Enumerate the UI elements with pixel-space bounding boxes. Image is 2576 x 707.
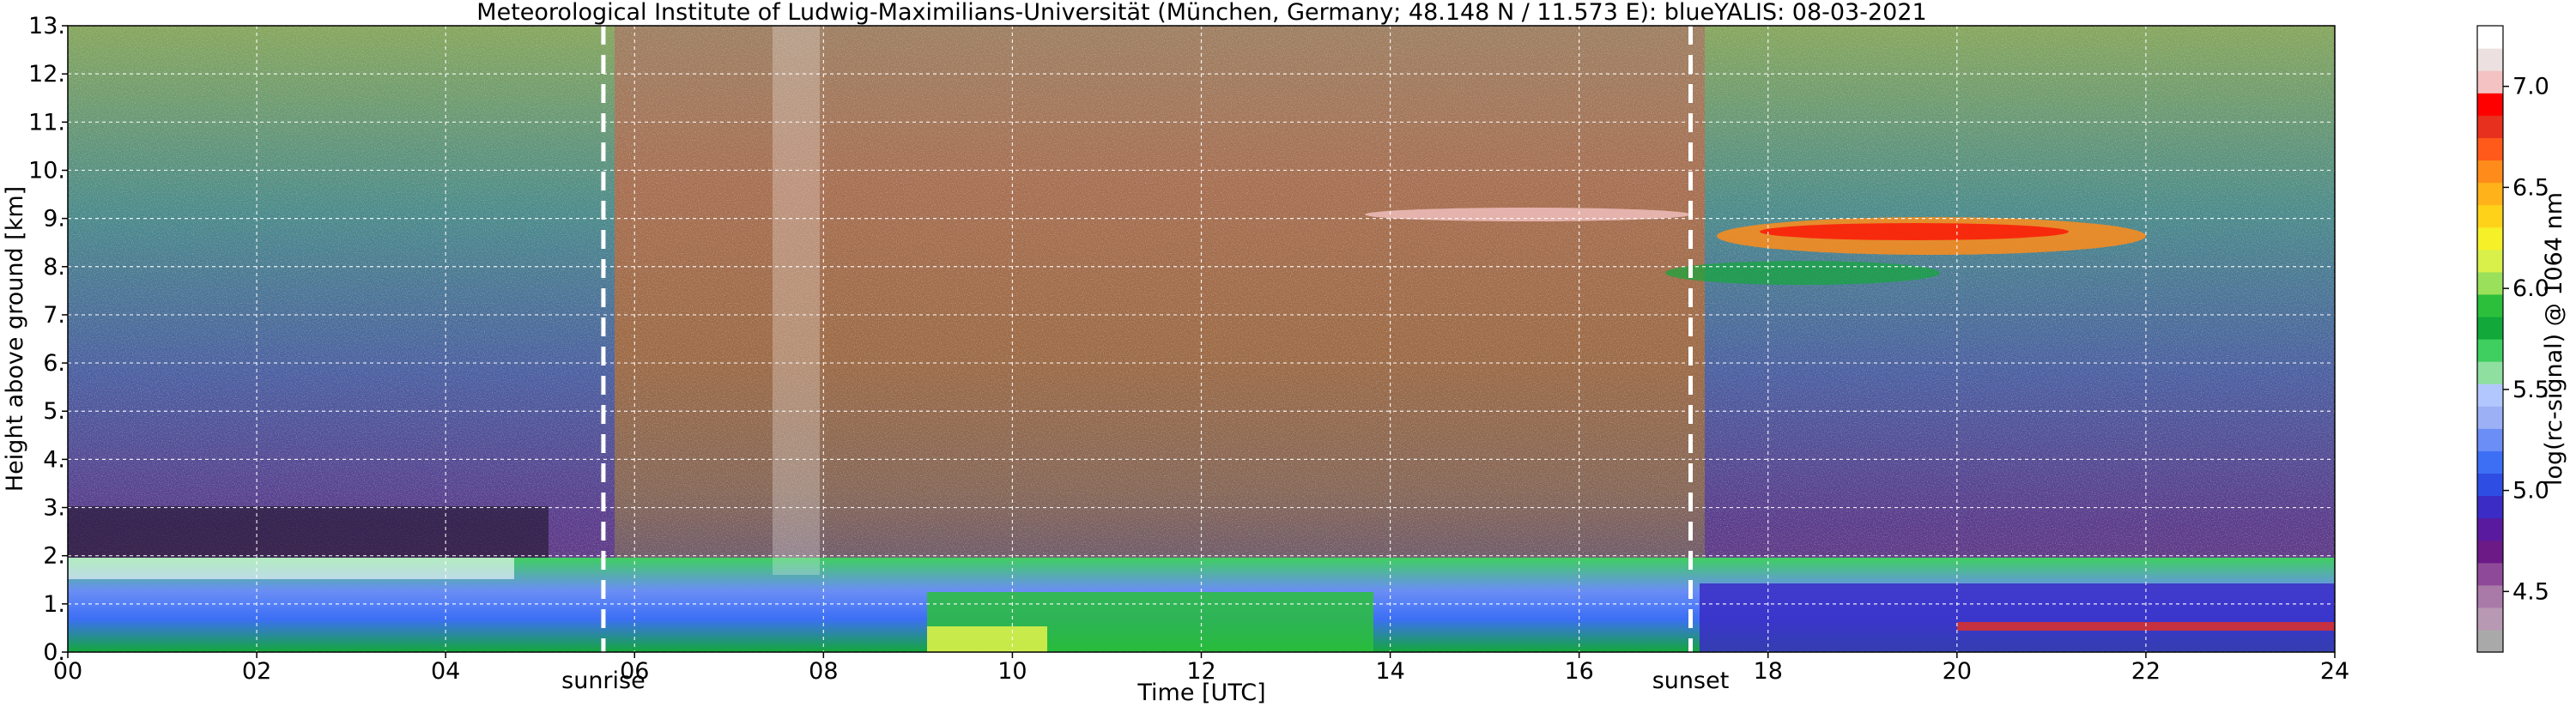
chart-title: Meteorological Institute of Ludwig-Maxim… — [476, 0, 1926, 26]
colorbar-segment — [2477, 584, 2503, 608]
y-tick-label: 8. — [43, 254, 65, 281]
x-tick-label: 06 — [620, 658, 649, 685]
colorbar-segment — [2477, 48, 2503, 71]
x-tick-label: 24 — [2320, 658, 2349, 685]
colorbar-frame — [2476, 25, 2504, 653]
colorbar-segment — [2477, 160, 2503, 184]
x-tick-label: 02 — [242, 658, 271, 685]
colorbar-segment — [2477, 562, 2503, 586]
plot-area — [68, 26, 2335, 652]
colorbar-tick-label: 6.0 — [2512, 275, 2549, 302]
colorbar-segment — [2477, 271, 2503, 295]
x-tick-label: 22 — [2131, 658, 2161, 685]
colorbar-segment — [2477, 204, 2503, 228]
x-tick-label: 12 — [1186, 658, 1215, 685]
precip-column — [773, 26, 820, 575]
colorbar-segment — [2477, 70, 2503, 94]
y-tick-label: 4. — [43, 446, 65, 473]
x-tick-label: 00 — [53, 658, 82, 685]
boundary-layer-top-night — [68, 558, 514, 579]
cirrus-cloud-afternoon — [1365, 208, 1691, 221]
x-tick-label: 10 — [997, 658, 1027, 685]
y-tick-label: 0. — [43, 639, 65, 666]
y-tick-label: 9. — [43, 206, 65, 233]
y-axis: 0. 1. 2. 3. 4. 5. 6. 7. 8. 9. 10. 11. 12. 13. — [28, 13, 68, 666]
event-lines: sunrise sunset — [561, 26, 1729, 694]
colorbar-segment — [2477, 428, 2503, 451]
y-axis-label: Height above ground [km] — [2, 186, 28, 492]
colorbar-segment — [2477, 450, 2503, 474]
colorbar-segment — [2477, 293, 2503, 317]
y-tick-label: 2. — [43, 543, 65, 570]
colorbar-segment — [2477, 249, 2503, 273]
colorbar-segment — [2477, 137, 2503, 161]
colorbar-segment — [2477, 26, 2503, 49]
x-tick-label: 16 — [1564, 658, 1593, 685]
colorbar-segment — [2477, 517, 2503, 541]
colorbar-segment — [2477, 93, 2503, 116]
x-tick-label: 20 — [1943, 658, 1972, 685]
y-tick-label: 5. — [43, 398, 65, 425]
x-tick-label: 14 — [1375, 658, 1404, 685]
colorbar-tick-label: 6.5 — [2512, 174, 2549, 201]
colorbar-segment — [2477, 629, 2503, 653]
sunset-label: sunset — [1652, 668, 1730, 694]
x-axis: 00 02 04 06 08 10 12 14 16 18 20 22 24 — [53, 652, 2349, 685]
colorbar-segment — [2477, 115, 2503, 138]
colorbar-segment — [2477, 384, 2503, 407]
colorbar-segment — [2477, 361, 2503, 384]
cirrus-cloud-core — [1760, 223, 2069, 240]
y-tick-label: 7. — [43, 302, 65, 329]
x-tick-label: 04 — [431, 658, 460, 685]
colorbar-segment — [2477, 339, 2503, 362]
x-tick-label: 18 — [1754, 658, 1783, 685]
colorbar-segment — [2477, 540, 2503, 564]
colorbar-segment — [2477, 227, 2503, 251]
colorbar-segment — [2477, 473, 2503, 497]
evening-layer — [1700, 583, 2335, 652]
colorbar: 4.5 5.0 5.5 6.0 6.5 7.0 — [2476, 25, 2549, 653]
cirrus-cloud-base — [1665, 261, 1940, 285]
y-tick-label: 3. — [43, 495, 65, 522]
colorbar-segment — [2477, 495, 2503, 519]
y-tick-label: 6. — [43, 350, 65, 377]
colorbar-label: log(rc-signal) @ 1064 nm — [2541, 192, 2567, 486]
colorbar-segment — [2477, 607, 2503, 631]
colorbar-segment — [2477, 316, 2503, 340]
boundary-layer-bright — [927, 626, 1047, 652]
colorbar-tick-label: 7.0 — [2512, 74, 2549, 100]
x-tick-label: 08 — [809, 658, 838, 685]
y-tick-label: 12. — [28, 61, 65, 88]
colorbar-tick-label: 5.5 — [2512, 377, 2549, 403]
y-tick-label: 11. — [28, 109, 65, 136]
colorbar-segment — [2477, 182, 2503, 206]
colorbar-tick-label: 4.5 — [2512, 578, 2549, 605]
x-axis-label: Time [UTC] — [1136, 680, 1265, 706]
sunrise-label: sunrise — [561, 668, 646, 694]
colorbar-segment — [2477, 406, 2503, 429]
y-tick-label: 10. — [28, 157, 65, 184]
colorbar-tick-label: 5.0 — [2512, 478, 2549, 505]
y-tick-label: 1. — [43, 591, 65, 618]
y-tick-label: 13. — [28, 13, 65, 39]
